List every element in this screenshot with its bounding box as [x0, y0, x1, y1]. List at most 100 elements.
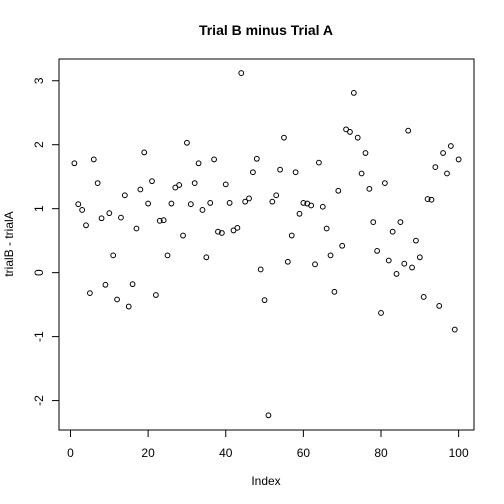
- plot-frame: [58, 58, 475, 431]
- data-point: [129, 281, 136, 288]
- data-point: [110, 252, 117, 259]
- data-point: [114, 296, 120, 303]
- data-point: [312, 261, 318, 268]
- data-point: [335, 187, 342, 194]
- data-point: [401, 260, 408, 267]
- data-point: [98, 215, 105, 222]
- data-point: [230, 227, 237, 234]
- data-point: [440, 150, 447, 156]
- data-point: [265, 412, 272, 419]
- data-point: [455, 156, 462, 163]
- data-point: [385, 257, 392, 264]
- data-point: [277, 166, 283, 173]
- data-point: [378, 310, 384, 316]
- y-tick-label: 2: [32, 141, 46, 148]
- data-point: [199, 207, 206, 213]
- data-point: [234, 224, 241, 231]
- y-tick-label: 3: [32, 77, 46, 84]
- data-point: [121, 192, 128, 199]
- data-point: [374, 247, 381, 254]
- data-point: [191, 180, 198, 186]
- data-point: [106, 210, 113, 217]
- y-tick-label: -2: [32, 395, 46, 406]
- x-tick-label: 60: [297, 446, 311, 460]
- data-point: [347, 129, 353, 135]
- data-point: [269, 198, 276, 205]
- data-point: [94, 180, 101, 186]
- data-point: [257, 266, 264, 273]
- data-point: [71, 160, 78, 167]
- data-points: [71, 70, 462, 419]
- data-point: [292, 169, 299, 176]
- data-point: [323, 225, 330, 232]
- data-point: [436, 303, 443, 309]
- data-point: [250, 169, 256, 176]
- data-point: [424, 196, 431, 202]
- data-point: [226, 200, 233, 206]
- data-point: [296, 210, 303, 217]
- x-tick-label: 100: [449, 446, 469, 460]
- x-tick-label: 80: [374, 446, 388, 460]
- data-point: [416, 254, 423, 261]
- data-point: [405, 127, 412, 134]
- data-point: [288, 232, 295, 239]
- data-point: [180, 232, 186, 239]
- data-point: [172, 184, 179, 191]
- x-axis: 0 20 40 60 80 100: [67, 429, 469, 460]
- x-tick-label: 0: [67, 446, 74, 460]
- x-tick-label: 20: [141, 446, 155, 460]
- x-axis-label: Index: [251, 474, 280, 488]
- data-point: [83, 222, 89, 229]
- data-point: [86, 290, 93, 297]
- data-point: [149, 178, 155, 185]
- data-point: [195, 160, 202, 167]
- data-point: [315, 159, 322, 166]
- data-point: [397, 219, 404, 226]
- data-point: [238, 70, 245, 76]
- data-point: [389, 228, 396, 235]
- data-point: [211, 156, 218, 163]
- data-point: [358, 170, 365, 177]
- data-point: [242, 198, 249, 205]
- data-point: [261, 297, 268, 304]
- data-point: [354, 134, 361, 141]
- data-point: [90, 156, 97, 163]
- data-point: [327, 252, 334, 259]
- data-point: [253, 155, 260, 162]
- data-point: [366, 185, 373, 192]
- y-tick-label: 0: [32, 269, 46, 276]
- data-point: [331, 288, 338, 295]
- data-point: [447, 143, 454, 149]
- y-axis: -2 -1 0 1 2 3: [32, 77, 60, 406]
- data-point: [281, 134, 287, 141]
- data-point: [308, 202, 315, 209]
- data-point: [133, 225, 140, 232]
- data-point: [319, 203, 326, 210]
- data-point: [168, 200, 175, 207]
- data-point: [125, 303, 132, 310]
- data-point: [222, 181, 229, 188]
- y-tick-label: 1: [32, 205, 46, 212]
- data-point: [451, 326, 458, 333]
- chart-title: Trial B minus Trial A: [199, 22, 333, 38]
- x-tick-label: 40: [219, 446, 233, 460]
- y-axis-label: trialB - trialA: [2, 211, 16, 276]
- data-point: [444, 170, 450, 177]
- data-point: [203, 254, 210, 261]
- data-point: [137, 186, 144, 193]
- data-point: [343, 126, 349, 133]
- data-point: [152, 292, 159, 298]
- data-point: [246, 195, 252, 202]
- data-point: [75, 201, 82, 208]
- data-point: [141, 149, 148, 156]
- data-point: [145, 200, 152, 207]
- data-point: [284, 258, 291, 265]
- data-point: [432, 164, 439, 171]
- data-point: [300, 200, 307, 206]
- data-point: [381, 180, 388, 186]
- data-point: [218, 230, 225, 236]
- data-point: [156, 217, 163, 224]
- data-point: [393, 271, 400, 277]
- data-point: [79, 207, 86, 213]
